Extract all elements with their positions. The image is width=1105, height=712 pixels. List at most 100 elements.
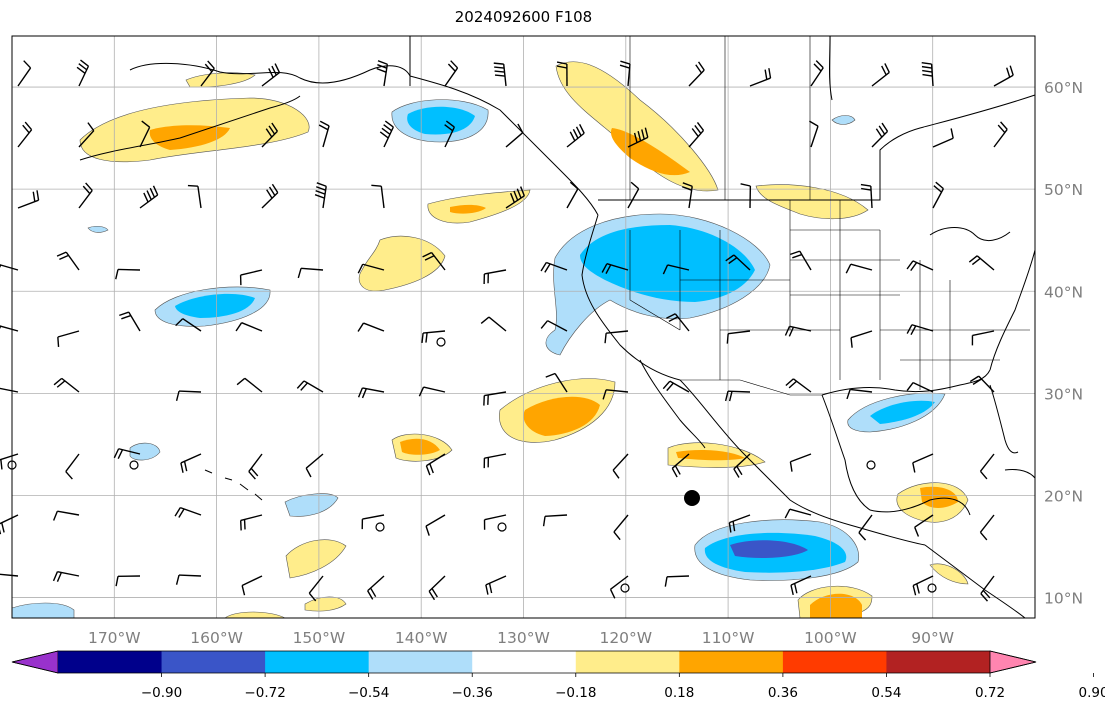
wind-barb [261,183,279,209]
wind-barb [932,181,945,209]
wind-barb [749,68,772,87]
wind-barb [139,120,151,148]
wind-barb [921,61,934,87]
wind-barb [968,255,995,271]
wind-barb [305,453,324,478]
great-lakes [929,227,1011,242]
colorbar-outline [11,650,1037,674]
latitude-tick-label: 30°N [1044,385,1083,403]
wind-barb [0,387,19,393]
wind-barb [604,330,629,344]
colorbar-tick-label: 0.36 [768,685,798,701]
wind-barb [809,120,819,148]
colorbar-tick-label: 0.18 [664,685,694,701]
wind-barb [175,574,202,585]
calm-wind-circle [927,583,937,593]
wind-barb [662,380,690,393]
colorbar-box [575,651,680,673]
anomaly-area [870,400,935,424]
wind-barb [297,267,324,279]
wind-barb [52,571,80,582]
wind-barb [613,514,629,541]
wind-barb [871,63,890,87]
wind-barb [180,453,202,473]
colorbar-boxes [11,650,1037,674]
anomaly-area [87,225,109,233]
wind-barb [425,514,446,536]
cuba [1004,469,1036,479]
wind-barb [119,311,141,332]
wind-barb [619,60,631,87]
state-borders [629,36,1030,396]
wind-barb [979,453,995,480]
wind-barb [56,251,80,271]
wind-barb [0,514,19,535]
wind-barb [784,325,812,337]
colorbar-tick-label: 0.90 [1079,685,1105,701]
wind-barb [728,514,751,533]
wind-barb [357,322,385,332]
longitude-tick-label: 90°W [911,629,954,647]
wind-barb [784,508,812,519]
wind-barb [139,185,159,209]
wind-barb [174,506,202,518]
anomaly-area [358,235,446,292]
wind-barb [493,62,507,87]
wind-barb [78,182,93,209]
alaska-panhandle [409,75,599,216]
hawaii-islands [204,469,263,501]
wind-barb [175,318,202,332]
us-west-coast [581,214,681,381]
anomaly-area [523,396,600,436]
wind-barb [418,386,446,397]
wind-barb [444,60,459,87]
baja-peninsula [639,359,706,449]
colorbar-box [58,651,163,673]
wind-barb [671,453,690,478]
wind-barb [906,324,934,336]
wind-barb [612,453,629,479]
wind-barb [556,61,568,87]
map-panel [0,35,1036,619]
wind-barb [371,184,385,209]
calm-wind-circle [129,460,139,470]
wind-barb [261,63,281,87]
wind-barb [483,453,507,469]
wind-barb [993,121,1008,148]
colorbar-tick-label: −0.54 [348,685,389,701]
wind-barb [0,264,19,271]
anomaly-area [810,593,862,618]
anomaly-area [285,539,347,579]
calm-wind-circle [620,583,630,593]
wind-barb [318,120,330,148]
anomaly-area [920,486,958,508]
mexico-us-border [680,379,822,396]
colorbar-tick-label: −0.36 [452,685,493,701]
colorbar-box [679,651,784,673]
colorbar-box [368,651,473,673]
calm-wind-circle [375,522,385,532]
wind-barb [871,122,889,148]
wind-barb [357,263,385,274]
wind-barb [17,190,40,209]
state-border [629,230,681,331]
wind-barb [505,123,524,148]
colorbar-tick-label: 0.54 [871,685,901,701]
longitude-tick-label: 130°W [497,629,550,647]
atlantic-coast [989,249,1036,371]
wind-barb [483,514,507,530]
calm-wind-circle [866,460,876,470]
wind-barb [485,575,507,595]
wind-barb [609,575,629,599]
wind-barb [0,453,19,470]
wind-barb [57,330,80,348]
wind-barb [662,264,690,275]
wind-barb [540,261,568,273]
wind-barb [980,575,995,602]
mexico-gulf-coast [821,394,971,516]
colorbar-tick-label: 0.72 [975,685,1005,701]
anomaly-area [580,225,755,302]
wind-barb [601,263,629,274]
anomaly-area [730,540,808,558]
